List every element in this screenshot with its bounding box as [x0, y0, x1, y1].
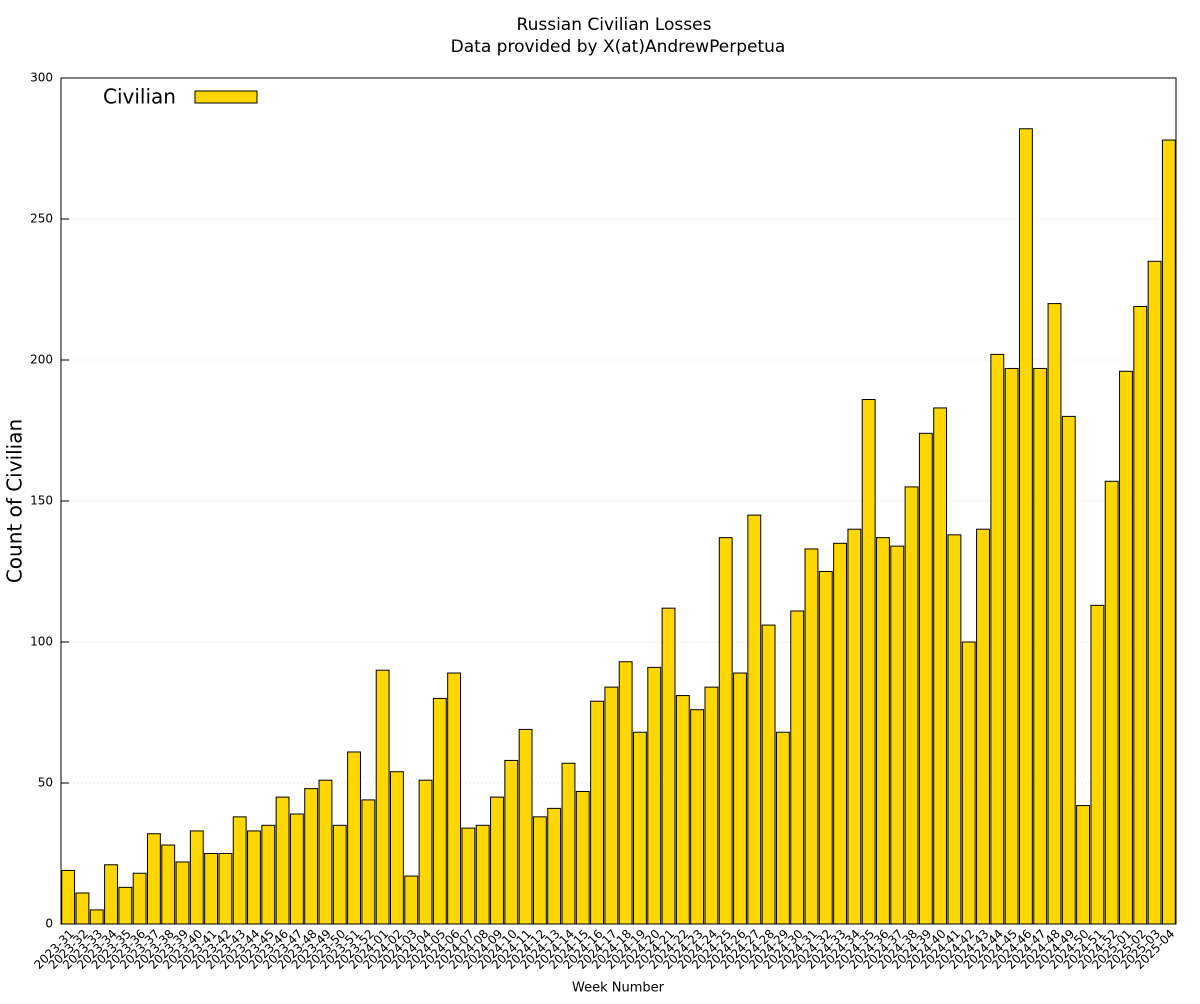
bar — [132, 872, 147, 925]
bar — [861, 398, 876, 925]
bar — [375, 669, 390, 925]
bar — [447, 672, 462, 925]
y-tick-label: 200 — [30, 353, 53, 367]
bar — [704, 686, 719, 925]
bar — [961, 641, 976, 925]
y-axis-label: Count of Civilian — [3, 419, 27, 583]
bar — [818, 571, 833, 925]
bar — [332, 824, 347, 925]
bar — [876, 537, 890, 925]
bar — [647, 666, 662, 925]
bar — [247, 830, 261, 925]
bar — [232, 816, 247, 925]
bar — [347, 751, 361, 925]
bar — [804, 548, 819, 925]
bar — [590, 700, 604, 925]
plot-frame — [60, 77, 1177, 925]
bar — [475, 824, 490, 925]
bar — [432, 697, 447, 925]
bar — [504, 759, 519, 925]
bar — [761, 624, 776, 925]
chart-subtitle: Data provided by X(at)AndrewPerpetua — [451, 37, 786, 57]
bar — [218, 853, 233, 925]
bar — [547, 807, 562, 925]
bar — [361, 799, 376, 925]
bar — [490, 796, 504, 925]
bar — [1090, 604, 1105, 925]
y-tick-label: 250 — [30, 212, 53, 226]
bar — [1076, 805, 1091, 925]
bar — [118, 886, 133, 925]
bar — [904, 486, 919, 925]
bar — [261, 824, 276, 925]
bar — [518, 728, 533, 925]
bar — [1047, 303, 1062, 925]
bar — [790, 610, 805, 925]
bar — [1147, 260, 1162, 925]
bar — [461, 827, 476, 925]
bar — [304, 788, 319, 925]
legend-swatch — [194, 90, 258, 104]
bar — [1033, 367, 1048, 925]
bar — [146, 833, 161, 925]
bar — [990, 353, 1005, 925]
y-tick-label: 100 — [30, 635, 53, 649]
bar — [1119, 370, 1133, 925]
bar — [561, 762, 576, 925]
bar — [733, 672, 747, 925]
bar — [389, 771, 404, 925]
bar — [947, 534, 962, 925]
bar — [604, 686, 619, 925]
bar — [661, 607, 676, 925]
bar — [1133, 305, 1148, 925]
bar — [1061, 415, 1076, 925]
bar — [175, 861, 190, 925]
bar — [847, 528, 862, 925]
bar — [918, 432, 933, 925]
bar — [933, 407, 948, 925]
chart-title: Russian Civilian Losses — [517, 15, 712, 35]
bar — [718, 537, 733, 925]
bar — [1018, 128, 1033, 925]
bar — [89, 909, 104, 925]
bar — [675, 695, 690, 925]
bar — [833, 542, 848, 925]
bar — [289, 813, 304, 925]
y-tick-label: 150 — [30, 494, 53, 508]
bar — [204, 853, 219, 925]
bar — [618, 661, 633, 925]
bar — [976, 528, 990, 925]
y-tick-label: 0 — [45, 917, 53, 931]
bar — [404, 875, 419, 925]
bar — [1004, 367, 1019, 925]
legend-label: Civilian — [103, 85, 176, 109]
bar — [690, 709, 705, 925]
bar — [418, 779, 433, 925]
bar — [532, 816, 547, 925]
bar — [161, 844, 176, 925]
x-axis-label: Week Number — [572, 981, 665, 996]
bar — [189, 830, 204, 925]
bar — [104, 864, 118, 925]
bar — [633, 731, 647, 925]
bar — [75, 892, 90, 925]
y-tick-label: 50 — [38, 776, 53, 790]
bar — [318, 779, 333, 925]
bar — [575, 790, 590, 925]
bar — [61, 869, 76, 925]
bar — [275, 796, 290, 925]
bar — [747, 514, 762, 925]
bar — [1104, 480, 1119, 925]
bar — [775, 731, 790, 925]
y-tick-label: 300 — [30, 71, 53, 85]
bar — [890, 545, 905, 925]
bar — [1161, 139, 1176, 925]
